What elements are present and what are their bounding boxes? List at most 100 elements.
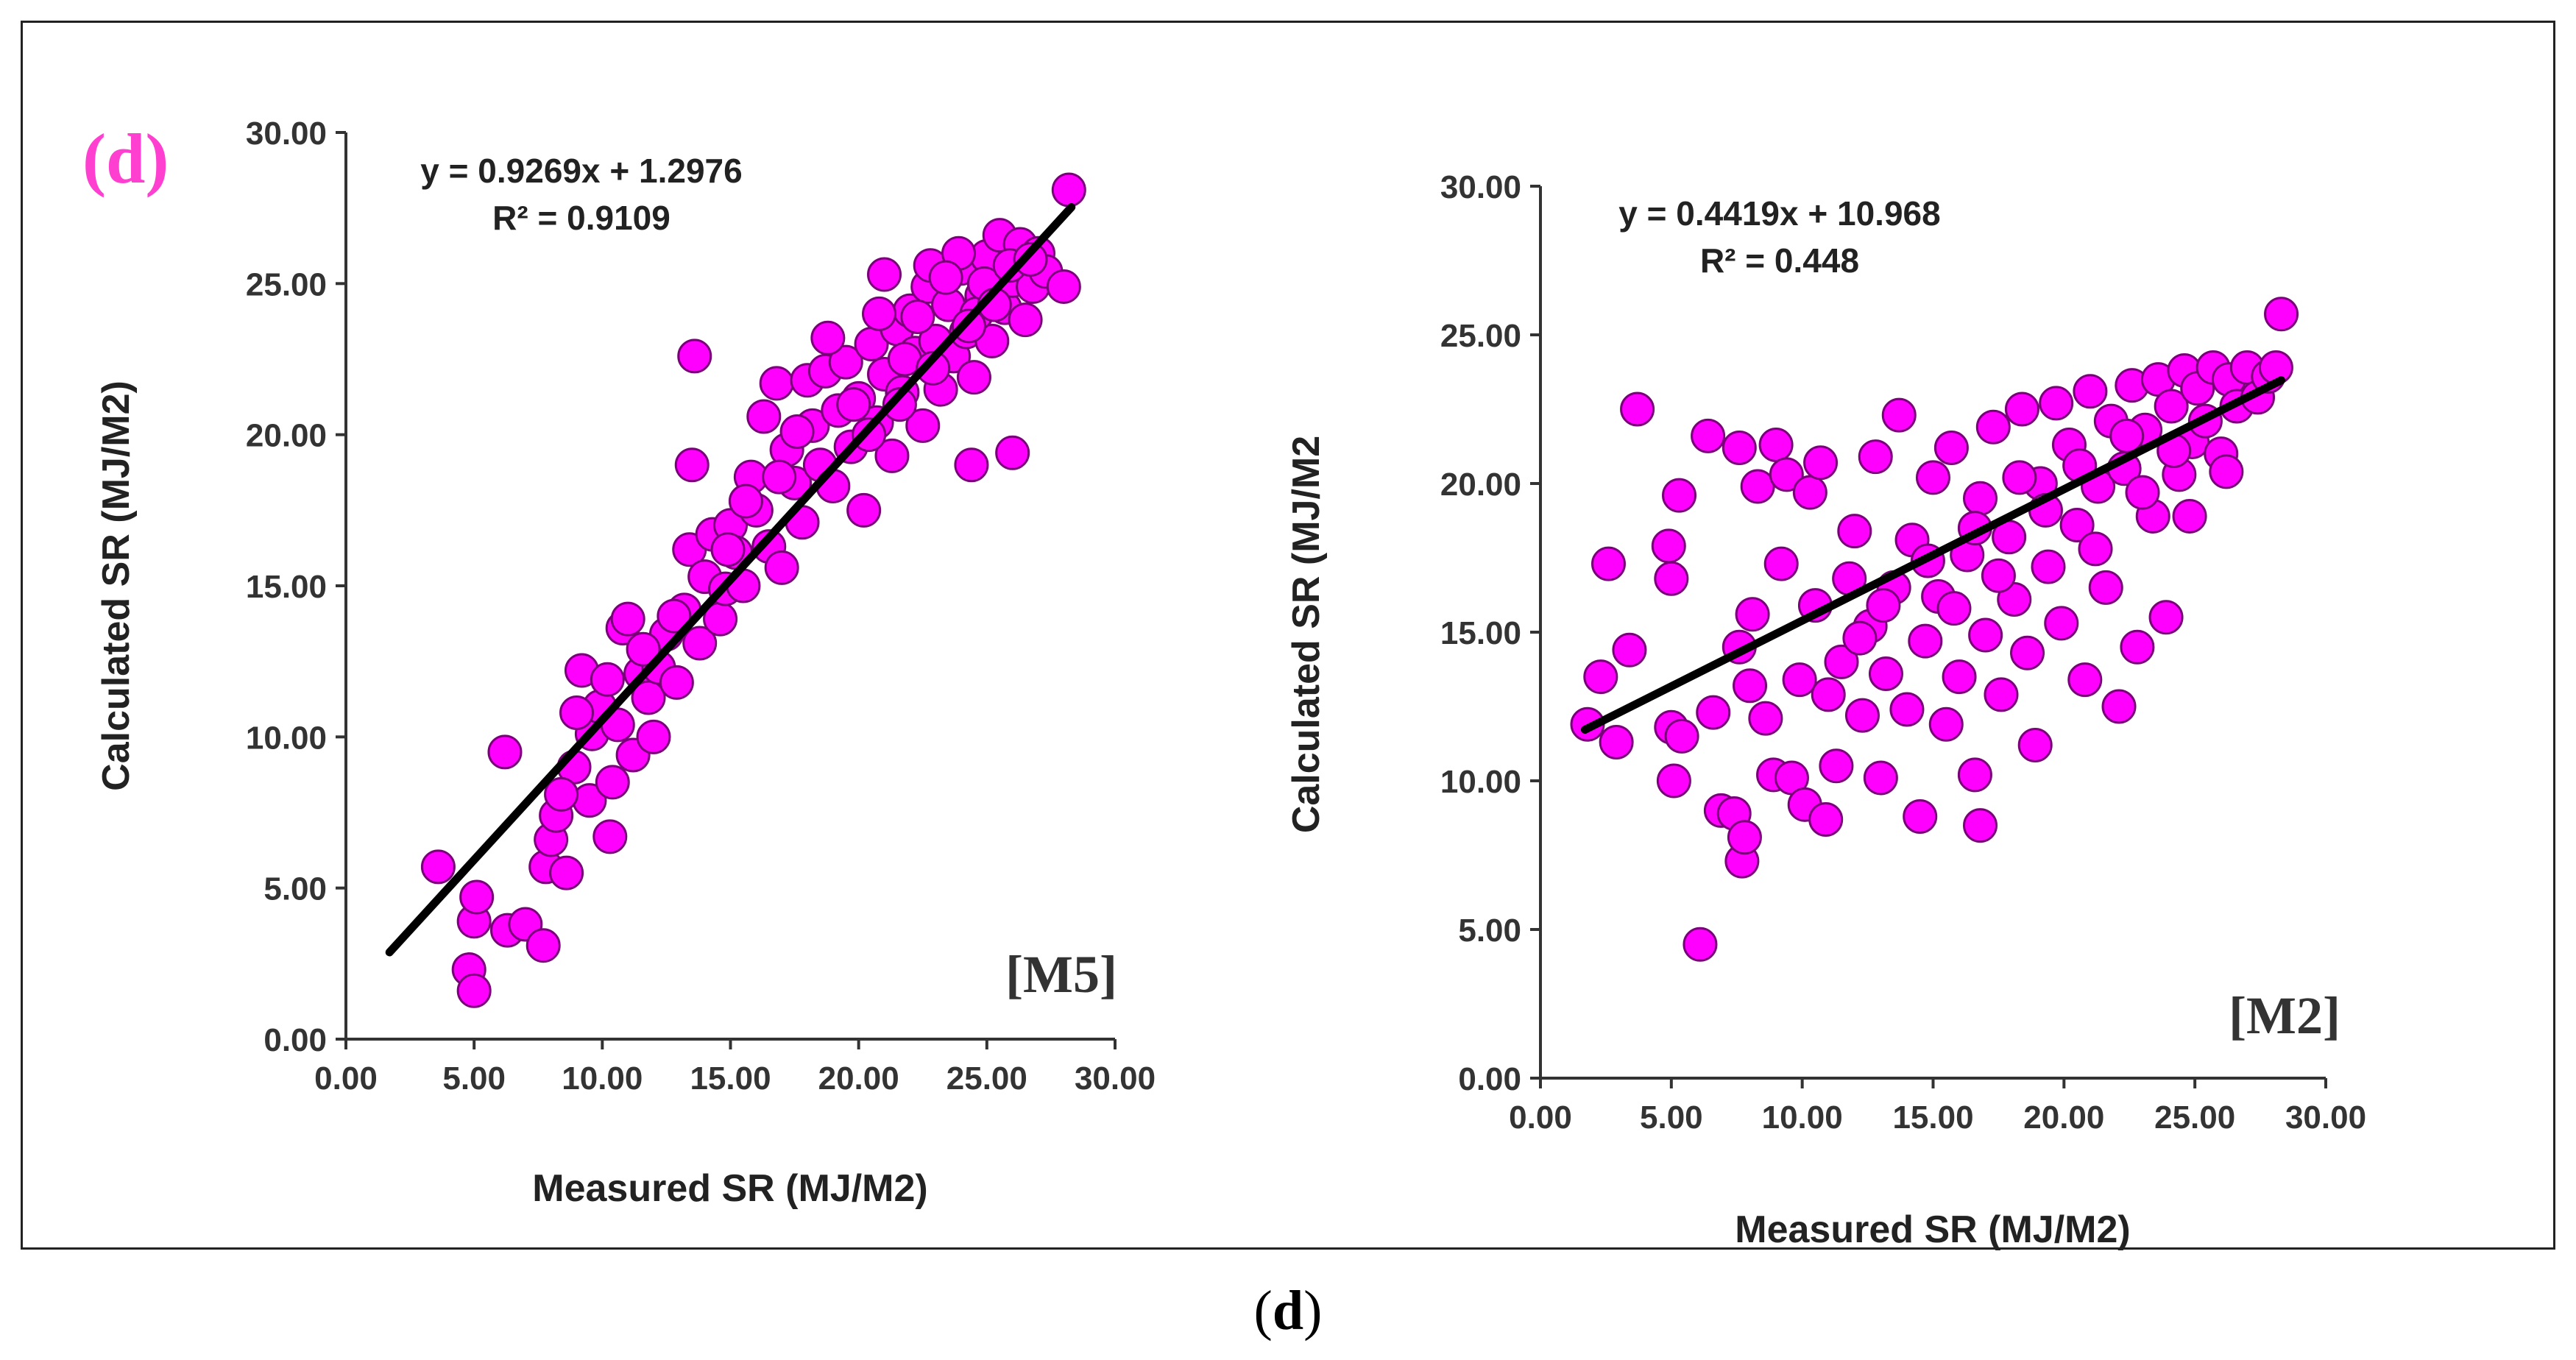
data-point-m5	[746, 399, 782, 434]
data-point-m2	[1984, 677, 2019, 712]
data-point-m2	[1722, 431, 1757, 466]
data-point-m5	[846, 492, 882, 528]
data-point-m2	[2067, 662, 2103, 698]
y-tick-label-m2: 5.00	[1458, 913, 1521, 949]
data-point-m5	[928, 260, 963, 295]
data-point-m2	[1733, 668, 1768, 704]
data-point-m2	[2172, 498, 2207, 534]
r-squared-m2: R² = 0.448	[1700, 241, 1859, 280]
data-point-m5	[810, 320, 846, 355]
panel-label: (d)	[82, 119, 169, 198]
data-point-m2	[1881, 397, 1917, 433]
data-point-m2	[2031, 549, 2066, 584]
y-tick-label-m5: 15.00	[246, 569, 327, 605]
x-tick-label-m5: 0.00	[314, 1060, 378, 1097]
data-point-m2	[1583, 659, 1618, 695]
x-tick-label-m2: 5.00	[1640, 1099, 1703, 1136]
data-point-m5	[762, 459, 797, 495]
x-axis-label-m5: Measured SR (MJ/M2)	[532, 1167, 927, 1210]
data-point-m2	[1727, 820, 1762, 855]
data-point-m5	[995, 435, 1030, 470]
data-point-m2	[2078, 531, 2113, 567]
data-point-m2	[1763, 546, 1799, 581]
data-point-m2	[1981, 558, 2016, 593]
data-point-m2	[1916, 460, 1950, 495]
x-tick-label-m5: 15.00	[690, 1060, 771, 1097]
data-point-m2	[1664, 718, 1699, 754]
x-tick-label-m5: 30.00	[1075, 1060, 1156, 1097]
points-group-m2	[1570, 297, 2299, 962]
data-point-m2	[1936, 591, 1972, 626]
data-point-m2	[1928, 706, 1964, 742]
data-point-m5	[905, 408, 941, 443]
data-point-m5	[674, 447, 710, 483]
data-point-m5	[862, 296, 897, 331]
data-point-m5	[874, 438, 910, 473]
equation-m5: y = 0.9269x + 1.2976	[420, 152, 742, 190]
data-point-m5	[900, 300, 935, 335]
y-tick-label-m2: 20.00	[1440, 467, 1521, 503]
data-point-m2	[1903, 798, 1938, 834]
data-point-m2	[1963, 808, 1998, 843]
x-tick-label-m2: 10.00	[1762, 1099, 1843, 1136]
data-point-m2	[1735, 597, 1770, 632]
data-point-m2	[1868, 656, 1903, 692]
data-point-m2	[1662, 478, 1697, 513]
data-point-m2	[2209, 454, 2244, 489]
x-tick-label-m5: 25.00	[946, 1060, 1027, 1097]
data-point-m2	[1782, 662, 1817, 698]
data-point-m5	[544, 776, 579, 812]
data-point-m2	[2088, 570, 2123, 605]
x-tick-label-m5: 20.00	[818, 1060, 899, 1097]
data-point-m5	[659, 665, 694, 700]
data-point-m5	[867, 257, 902, 292]
data-point-m5	[728, 484, 763, 519]
data-point-m2	[2004, 392, 2039, 427]
data-point-m2	[2073, 374, 2108, 409]
data-point-m2	[1844, 698, 1880, 733]
x-tick-label-m2: 25.00	[2154, 1099, 2235, 1136]
data-point-m2	[1682, 927, 1718, 962]
data-point-m2	[1863, 760, 1898, 796]
data-point-m5	[677, 339, 712, 374]
figure-caption: (d)	[0, 1279, 2576, 1343]
data-point-m5	[836, 387, 871, 422]
data-point-m5	[779, 414, 815, 450]
data-point-m2	[1811, 677, 1846, 712]
data-point-m5	[459, 879, 495, 915]
trendline-m5	[385, 202, 1076, 957]
data-point-m5	[526, 928, 561, 963]
data-point-m2	[1654, 561, 1689, 596]
y-tick-label-m5: 25.00	[246, 266, 327, 302]
data-point-m2	[1599, 724, 1634, 759]
data-point-m5	[764, 550, 799, 585]
data-point-m5	[882, 387, 917, 422]
data-point-m5	[592, 819, 628, 854]
data-point-m2	[1808, 802, 1844, 837]
data-point-m2	[1997, 582, 2032, 617]
data-point-m5	[420, 849, 456, 885]
data-point-m5	[595, 765, 630, 800]
data-point-m2	[1968, 617, 2003, 653]
data-point-m5	[1008, 302, 1043, 338]
y-axis-label-m2: Calculated SR (MJ/M2	[1285, 436, 1328, 833]
y-tick-label-m5: 5.00	[263, 871, 327, 907]
caption-open: (	[1253, 1280, 1273, 1342]
data-point-m2	[1942, 659, 1977, 695]
data-point-m5	[657, 598, 692, 634]
data-point-m2	[2044, 606, 2079, 641]
y-tick-label-m2: 15.00	[1440, 615, 1521, 651]
data-point-m5	[636, 719, 671, 754]
data-point-m2	[1933, 431, 1969, 466]
data-point-m2	[2109, 418, 2145, 453]
caption-close: )	[1303, 1280, 1323, 1342]
data-point-m2	[1858, 439, 1893, 475]
data-point-m5	[759, 366, 794, 401]
x-tick-label-m5: 10.00	[562, 1060, 643, 1097]
y-axis-label-m5: Calculated SR (MJ/M2)	[95, 380, 138, 791]
x-tick-label-m2: 20.00	[2023, 1099, 2104, 1136]
data-point-m5	[1051, 172, 1086, 208]
y-tick-label-m2: 0.00	[1458, 1061, 1521, 1097]
caption-letter: d	[1272, 1280, 1304, 1342]
